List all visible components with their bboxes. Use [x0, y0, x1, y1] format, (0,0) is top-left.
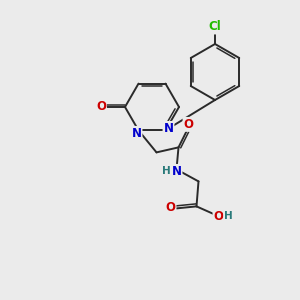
Text: N: N [172, 165, 182, 178]
Text: N: N [164, 122, 173, 135]
Text: O: O [214, 210, 224, 223]
Text: O: O [166, 201, 176, 214]
Text: H: H [224, 212, 233, 221]
Text: H: H [162, 167, 171, 176]
Text: O: O [96, 100, 106, 112]
Text: N: N [131, 127, 142, 140]
Text: Cl: Cl [208, 20, 221, 34]
Text: O: O [184, 118, 194, 131]
